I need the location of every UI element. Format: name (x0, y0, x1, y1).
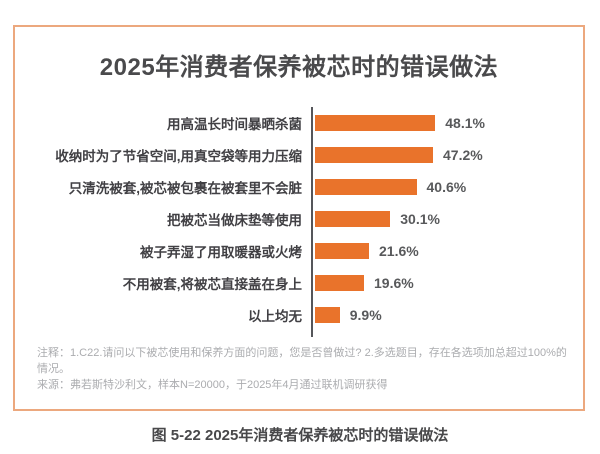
value-label: 9.9% (349, 307, 382, 323)
bar (315, 115, 436, 131)
y-axis-line (311, 107, 313, 337)
bar-row: 只清洗被套,被芯被包裹在被套里不会脏 40.6% (15, 171, 583, 203)
value-label: 21.6% (379, 243, 419, 259)
footnote-note: 注释：1.C22.请问以下被芯使用和保养方面的问题，您是否曾做过? 2.多选题目… (37, 347, 567, 375)
bar (315, 307, 340, 323)
bar-row: 收纳时为了节省空间,用真空袋等用力压缩 47.2% (15, 139, 583, 171)
bar-row: 用高温长时间暴晒杀菌 48.1% (15, 107, 583, 139)
bar (315, 243, 369, 259)
category-label: 用高温长时间暴晒杀菌 (167, 117, 302, 132)
footnote-source: 来源：弗若斯特沙利文，样本N=20000，于2025年4月通过联机调研获得 (37, 379, 388, 391)
bar-row: 不用被套,将被芯直接盖在身上 19.6% (15, 267, 583, 299)
bar (315, 275, 364, 291)
bar (315, 211, 391, 227)
bar-chart: 用高温长时间暴晒杀菌 48.1% 收纳时为了节省空间,用真空袋等用力压缩 47.2% 只… (15, 107, 583, 337)
category-label: 被子弄湿了用取暖器或火烤 (140, 245, 302, 260)
category-label: 不用被套,将被芯直接盖在身上 (122, 277, 302, 292)
value-label: 30.1% (400, 211, 440, 227)
category-label: 收纳时为了节省空间,用真空袋等用力压缩 (55, 149, 302, 164)
value-label: 19.6% (374, 275, 414, 291)
category-label: 以上均无 (248, 309, 302, 324)
bar-rows: 用高温长时间暴晒杀菌 48.1% 收纳时为了节省空间,用真空袋等用力压缩 47.2% 只… (15, 107, 583, 331)
bar (315, 147, 433, 163)
value-label: 47.2% (443, 147, 483, 163)
chart-title: 2025年消费者保养被芯时的错误做法 (99, 54, 499, 81)
footnotes: 注释：1.C22.请问以下被芯使用和保养方面的问题，您是否曾做过? 2.多选题目… (37, 345, 569, 393)
bar-row: 把被芯当做床垫等使用 30.1% (15, 203, 583, 235)
bar-row: 以上均无 9.9% (15, 299, 583, 331)
bar-row: 被子弄湿了用取暖器或火烤 21.6% (15, 235, 583, 267)
figure-caption: 图 5-22 2025年消费者保养被芯时的错误做法 (151, 427, 449, 444)
chart-card: 2025年消费者保养被芯时的错误做法 用高温长时间暴晒杀菌 48.1% 收纳时为了节… (13, 25, 585, 411)
bar (315, 179, 417, 195)
value-label: 40.6% (426, 179, 467, 195)
category-label: 把被芯当做床垫等使用 (167, 213, 302, 228)
value-label: 48.1% (445, 115, 485, 131)
category-label: 只清洗被套,被芯被包裹在被套里不会脏 (68, 181, 302, 196)
